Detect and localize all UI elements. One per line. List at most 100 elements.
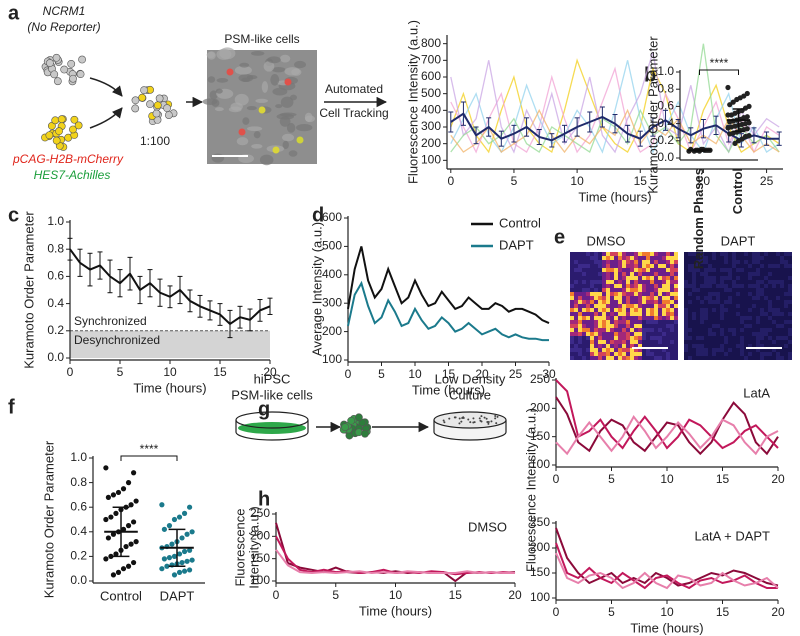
pixel: [716, 284, 720, 288]
pixel: [590, 284, 594, 288]
data-point: [187, 547, 193, 553]
pixel: [646, 276, 650, 280]
pixel: [634, 276, 638, 280]
pixel: [662, 332, 666, 336]
pixel: [622, 280, 626, 284]
cell: [472, 421, 475, 424]
cell: [458, 422, 461, 425]
cell-shape: [207, 51, 216, 60]
pixel: [654, 304, 658, 308]
pixel: [602, 336, 606, 340]
pixel: [622, 320, 626, 324]
pixel: [650, 296, 654, 300]
y-axis-label: Kuramoto Order Parameter: [41, 440, 56, 598]
pixel: [590, 356, 594, 360]
pixel: [614, 304, 618, 308]
y-tick-label: 100: [322, 352, 342, 366]
pixel: [674, 320, 678, 324]
pixel: [788, 356, 792, 360]
pixel: [712, 308, 716, 312]
pixel: [626, 320, 630, 324]
pixel: [768, 272, 772, 276]
pixel: [626, 308, 630, 312]
error-bar: [460, 101, 466, 126]
pixel: [784, 304, 788, 308]
pixel: [574, 332, 578, 336]
pixel: [728, 268, 732, 272]
pixel: [578, 264, 582, 268]
pixel: [780, 312, 784, 316]
error-bar: [97, 251, 103, 280]
error-bar: [511, 124, 517, 143]
pixel: [602, 260, 606, 264]
pixel: [646, 308, 650, 312]
cell-shape: [255, 98, 268, 103]
pixel: [658, 284, 662, 288]
pixel: [654, 280, 658, 284]
pixel: [720, 276, 724, 280]
pixel: [582, 316, 586, 320]
y-axis-label: Average Intensity (a.u.): [309, 222, 324, 356]
pixel: [716, 324, 720, 328]
y-tick-label: 500: [421, 86, 441, 100]
pixel: [574, 292, 578, 296]
pixel: [630, 264, 634, 268]
pixel: [736, 304, 740, 308]
panel-letter: d: [312, 204, 324, 226]
pixel: [772, 280, 776, 284]
diagram-label: Automated: [325, 82, 383, 96]
cell: [67, 59, 76, 68]
x-tick-label: 20: [508, 588, 522, 602]
cell: [454, 416, 457, 419]
pixel: [610, 336, 614, 340]
pixel: [642, 332, 646, 336]
pixel: [780, 260, 784, 264]
pixel: [692, 268, 696, 272]
pixel: [598, 316, 602, 320]
pixel: [578, 316, 582, 320]
pixel: [650, 284, 654, 288]
pixel: [630, 316, 634, 320]
pixel: [622, 332, 626, 336]
data-point: [123, 543, 129, 550]
panel-letter: e: [554, 226, 565, 248]
data-point: [159, 502, 165, 508]
cell: [140, 86, 148, 95]
pixel: [606, 344, 610, 348]
pixel: [630, 308, 634, 312]
pixel: [630, 292, 634, 296]
pixel: [610, 304, 614, 308]
pixel: [594, 260, 598, 264]
pixel: [768, 352, 772, 356]
diagram-label: PSM-like cells: [224, 32, 299, 46]
data-point: [103, 465, 109, 471]
data-point: [108, 553, 114, 560]
pixel: [760, 308, 764, 312]
pixel: [662, 296, 666, 300]
x-tick-label: 20: [263, 365, 277, 379]
nucleus: [238, 128, 246, 136]
pixel: [674, 312, 678, 316]
pixel: [634, 296, 638, 300]
y-tick-label: 200: [421, 136, 441, 150]
x-tick-label: 0: [345, 367, 352, 381]
nucleus: [272, 146, 280, 154]
panel-letters: a b c d e f g h: [8, 2, 656, 510]
pixel: [610, 308, 614, 312]
pixel: [606, 256, 610, 260]
cell-shape: [279, 112, 297, 117]
pixel: [618, 296, 622, 300]
cell: [490, 420, 493, 423]
y-axis-label: Intensity (a.u.): [246, 506, 261, 588]
pixel: [650, 280, 654, 284]
error-bar: [247, 308, 253, 332]
cell: [461, 417, 464, 420]
pixel: [768, 280, 772, 284]
pixel: [684, 324, 688, 328]
pixel: [650, 308, 654, 312]
pixel: [760, 336, 764, 340]
pixel: [594, 308, 598, 312]
pixel: [626, 288, 630, 292]
pixel: [712, 280, 716, 284]
x-tick-label: 0: [447, 174, 454, 188]
